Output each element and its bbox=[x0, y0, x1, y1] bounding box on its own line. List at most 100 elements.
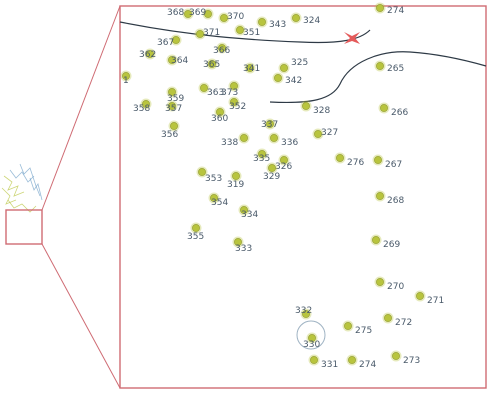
point-marker[interactable] bbox=[270, 134, 278, 142]
point-marker[interactable] bbox=[184, 10, 192, 18]
point-marker[interactable] bbox=[204, 10, 212, 18]
point-326[interactable]: 326 bbox=[275, 154, 292, 173]
point-marker[interactable] bbox=[274, 74, 282, 82]
point-274[interactable]: 274 bbox=[374, 2, 405, 17]
point-marker[interactable] bbox=[236, 26, 244, 34]
point-marker[interactable] bbox=[292, 14, 300, 22]
point-352[interactable]: 352 bbox=[228, 96, 247, 113]
point-275[interactable]: 275 bbox=[342, 320, 373, 337]
point-marker[interactable] bbox=[232, 172, 240, 180]
point-373[interactable]: 373 bbox=[221, 80, 240, 99]
point-364[interactable]: 364 bbox=[166, 54, 189, 67]
point-marker[interactable] bbox=[168, 102, 176, 110]
point-342[interactable]: 342 bbox=[272, 72, 303, 87]
point-268[interactable]: 268 bbox=[374, 190, 405, 207]
point-marker[interactable] bbox=[380, 104, 388, 112]
point-357[interactable]: 357 bbox=[165, 100, 182, 115]
point-marker[interactable] bbox=[170, 122, 178, 130]
point-marker[interactable] bbox=[348, 356, 356, 364]
point-marker[interactable] bbox=[376, 192, 384, 200]
point-369[interactable]: 369 bbox=[189, 8, 214, 20]
point-marker[interactable] bbox=[258, 150, 266, 158]
point-marker[interactable] bbox=[310, 356, 318, 364]
point-marker[interactable] bbox=[230, 82, 238, 90]
point-266[interactable]: 266 bbox=[378, 102, 409, 119]
point-333[interactable]: 333 bbox=[232, 236, 253, 255]
point-276[interactable]: 276 bbox=[334, 152, 365, 169]
point-354[interactable]: 354 bbox=[208, 192, 229, 209]
point-marker[interactable] bbox=[268, 164, 276, 172]
point-370[interactable]: 370 bbox=[218, 12, 245, 24]
point-marker[interactable] bbox=[302, 102, 310, 110]
point-351[interactable]: 351 bbox=[234, 24, 261, 39]
point-marker[interactable] bbox=[168, 88, 176, 96]
point-marker[interactable] bbox=[280, 156, 288, 164]
point-marker[interactable] bbox=[246, 64, 254, 72]
point-marker[interactable] bbox=[376, 278, 384, 286]
point-marker[interactable] bbox=[216, 108, 224, 116]
point-marker[interactable] bbox=[172, 36, 180, 44]
point-338[interactable]: 338 bbox=[221, 132, 250, 149]
point-1[interactable]: 1 bbox=[120, 70, 132, 87]
point-marker[interactable] bbox=[200, 84, 208, 92]
point-360[interactable]: 360 bbox=[211, 106, 228, 125]
point-274[interactable]: 274 bbox=[346, 354, 377, 371]
point-334[interactable]: 334 bbox=[238, 204, 259, 221]
bird-icon[interactable] bbox=[344, 32, 360, 44]
point-marker[interactable] bbox=[168, 56, 176, 64]
point-marker[interactable] bbox=[392, 352, 400, 360]
point-marker[interactable] bbox=[240, 134, 248, 142]
point-marker[interactable] bbox=[218, 44, 226, 52]
point-366[interactable]: 366 bbox=[213, 42, 230, 57]
point-271[interactable]: 271 bbox=[414, 290, 445, 307]
point-marker[interactable] bbox=[198, 168, 206, 176]
point-marker[interactable] bbox=[146, 50, 154, 58]
point-362[interactable]: 362 bbox=[139, 48, 156, 61]
point-331[interactable]: 331 bbox=[308, 354, 339, 371]
point-365[interactable]: 365 bbox=[203, 58, 220, 71]
point-337[interactable]: 337 bbox=[261, 118, 278, 131]
point-343[interactable]: 343 bbox=[256, 16, 287, 31]
point-marker[interactable] bbox=[258, 18, 266, 26]
point-273[interactable]: 273 bbox=[390, 350, 421, 367]
point-368[interactable]: 368 bbox=[167, 8, 194, 20]
point-marker[interactable] bbox=[230, 98, 238, 106]
point-marker[interactable] bbox=[280, 64, 288, 72]
point-marker[interactable] bbox=[210, 194, 218, 202]
point-marker[interactable] bbox=[336, 154, 344, 162]
point-325[interactable]: 325 bbox=[278, 58, 309, 74]
point-336[interactable]: 336 bbox=[268, 132, 299, 149]
point-marker[interactable] bbox=[308, 334, 316, 342]
point-marker[interactable] bbox=[220, 14, 228, 22]
point-327[interactable]: 327 bbox=[312, 128, 339, 140]
point-marker[interactable] bbox=[374, 156, 382, 164]
point-363[interactable]: 363 bbox=[198, 82, 225, 99]
point-marker[interactable] bbox=[266, 120, 274, 128]
point-marker[interactable] bbox=[192, 224, 200, 232]
point-marker[interactable] bbox=[344, 322, 352, 330]
point-marker[interactable] bbox=[122, 72, 130, 80]
point-269[interactable]: 269 bbox=[370, 234, 401, 251]
point-marker[interactable] bbox=[142, 100, 150, 108]
point-335[interactable]: 335 bbox=[253, 148, 270, 165]
point-371[interactable]: 371 bbox=[194, 28, 221, 40]
point-marker[interactable] bbox=[208, 60, 216, 68]
point-356[interactable]: 356 bbox=[161, 120, 180, 141]
point-332[interactable]: 332 bbox=[295, 306, 312, 320]
point-marker[interactable] bbox=[240, 206, 248, 214]
point-marker[interactable] bbox=[196, 30, 204, 38]
point-marker[interactable] bbox=[376, 62, 384, 70]
point-marker[interactable] bbox=[314, 130, 322, 138]
point-marker[interactable] bbox=[234, 238, 242, 246]
overview-viewport[interactable] bbox=[5, 209, 43, 245]
point-marker[interactable] bbox=[416, 292, 424, 300]
point-341[interactable]: 341 bbox=[243, 62, 260, 75]
point-319[interactable]: 319 bbox=[227, 170, 244, 191]
point-329[interactable]: 329 bbox=[263, 162, 280, 183]
point-marker[interactable] bbox=[384, 314, 392, 322]
point-267[interactable]: 267 bbox=[372, 154, 403, 171]
point-330[interactable]: 330 bbox=[303, 332, 320, 351]
point-marker[interactable] bbox=[372, 236, 380, 244]
point-353[interactable]: 353 bbox=[196, 166, 223, 185]
point-358[interactable]: 358 bbox=[133, 98, 152, 115]
